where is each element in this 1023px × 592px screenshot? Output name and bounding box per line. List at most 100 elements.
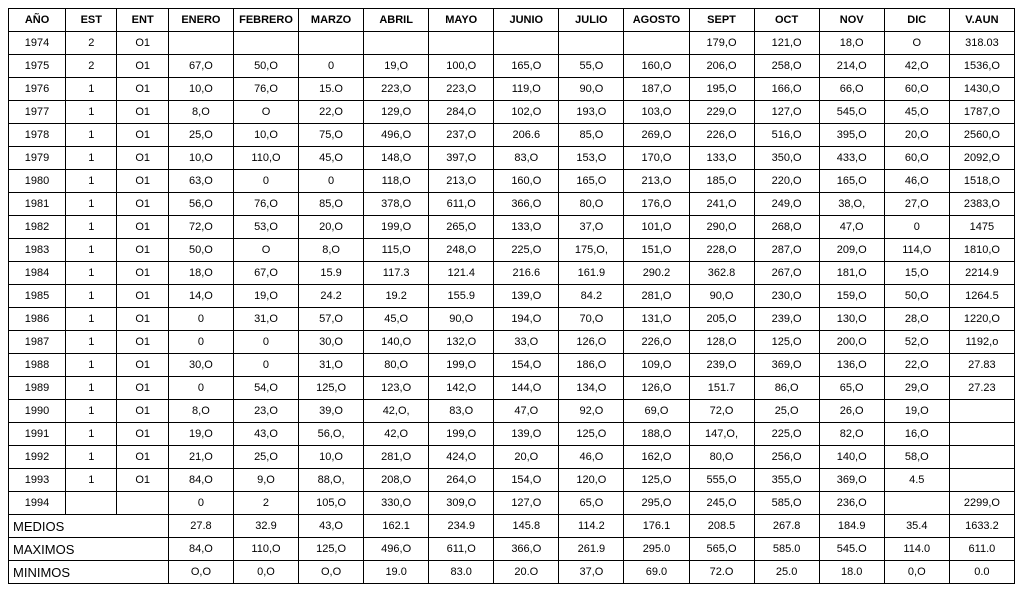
- cell: 10,O: [299, 446, 364, 469]
- cell: 585,O: [754, 492, 819, 515]
- cell: O1: [117, 262, 168, 285]
- summary-cell: O,O: [299, 561, 364, 584]
- cell: 2: [233, 492, 298, 515]
- cell: 318.03: [949, 32, 1014, 55]
- cell: [364, 32, 429, 55]
- cell: 33,O: [494, 331, 559, 354]
- cell: 200,O: [819, 331, 884, 354]
- cell: 256,O: [754, 446, 819, 469]
- col-header: DIC: [884, 9, 949, 32]
- cell: 223,O: [364, 78, 429, 101]
- cell: [117, 492, 168, 515]
- cell: 60,O: [884, 78, 949, 101]
- cell: 22,O: [299, 101, 364, 124]
- cell: 82,O: [819, 423, 884, 446]
- cell: 19,O: [233, 285, 298, 308]
- cell: 9,O: [233, 469, 298, 492]
- cell: 20,O: [494, 446, 559, 469]
- cell: 31,O: [233, 308, 298, 331]
- cell: 1: [66, 170, 117, 193]
- summary-cell: 366,O: [494, 538, 559, 561]
- cell: 26,O: [819, 400, 884, 423]
- cell: 126,O: [624, 377, 689, 400]
- cell: 31,O: [299, 354, 364, 377]
- table-row: 19901O18,O23,O39,O42,O,83,O47,O92,O69,O7…: [9, 400, 1015, 423]
- cell: 76,O: [233, 193, 298, 216]
- cell: 25,O: [168, 124, 233, 147]
- cell: 123,O: [364, 377, 429, 400]
- col-header: ENERO: [168, 9, 233, 32]
- cell: [429, 32, 494, 55]
- cell: 10,O: [168, 147, 233, 170]
- cell: 248,O: [429, 239, 494, 262]
- cell: 166,O: [754, 78, 819, 101]
- cell: 214,O: [819, 55, 884, 78]
- cell: 103,O: [624, 101, 689, 124]
- cell: 20,O: [299, 216, 364, 239]
- col-header: ENT: [117, 9, 168, 32]
- cell: 30,O: [168, 354, 233, 377]
- cell: 39,O: [299, 400, 364, 423]
- summary-cell: 69.0: [624, 561, 689, 584]
- table-row: 19871O10030,O140,O132,O33,O126,O226,O128…: [9, 331, 1015, 354]
- cell: [884, 492, 949, 515]
- cell: 125,O: [754, 331, 819, 354]
- col-header: MARZO: [299, 9, 364, 32]
- cell: 10,O: [233, 124, 298, 147]
- cell: 2: [66, 55, 117, 78]
- cell: 1989: [9, 377, 66, 400]
- cell: 15,O: [884, 262, 949, 285]
- summary-cell: 72.O: [689, 561, 754, 584]
- cell: 110,O: [233, 147, 298, 170]
- col-header: SEPT: [689, 9, 754, 32]
- cell: 209,O: [819, 239, 884, 262]
- cell: 84,O: [168, 469, 233, 492]
- col-header: OCT: [754, 9, 819, 32]
- cell: 25,O: [233, 446, 298, 469]
- cell: 228,O: [689, 239, 754, 262]
- summary-cell: 84,O: [168, 538, 233, 561]
- cell: 128,O: [689, 331, 754, 354]
- cell: 229,O: [689, 101, 754, 124]
- cell: 1975: [9, 55, 66, 78]
- cell: 60,O: [884, 147, 949, 170]
- cell: O1: [117, 193, 168, 216]
- cell: 369,O: [754, 354, 819, 377]
- col-header: V.AUN: [949, 9, 1014, 32]
- summary-cell: 585.0: [754, 538, 819, 561]
- col-header: JULIO: [559, 9, 624, 32]
- cell: 208,O: [364, 469, 429, 492]
- cell: 15.9: [299, 262, 364, 285]
- cell: 1984: [9, 262, 66, 285]
- cell: 223,O: [429, 78, 494, 101]
- cell: 19.2: [364, 285, 429, 308]
- summary-cell: 0,O: [233, 561, 298, 584]
- cell: 76,O: [233, 78, 298, 101]
- cell: 362.8: [689, 262, 754, 285]
- table-row: 19821O172,O53,O20,O199,O265,O133,O37,O10…: [9, 216, 1015, 239]
- cell: 1: [66, 446, 117, 469]
- cell: 1983: [9, 239, 66, 262]
- cell: O1: [117, 446, 168, 469]
- cell: 90,O: [689, 285, 754, 308]
- cell: 56,O: [168, 193, 233, 216]
- cell: 69,O: [624, 400, 689, 423]
- cell: 239,O: [689, 354, 754, 377]
- summary-cell: 496,O: [364, 538, 429, 561]
- cell: 267,O: [754, 262, 819, 285]
- cell: 269,O: [624, 124, 689, 147]
- cell: 38,O,: [819, 193, 884, 216]
- cell: 27.23: [949, 377, 1014, 400]
- cell: 159,O: [819, 285, 884, 308]
- cell: 160,O: [624, 55, 689, 78]
- cell: 1980: [9, 170, 66, 193]
- cell: 84.2: [559, 285, 624, 308]
- cell: 185,O: [689, 170, 754, 193]
- summary-cell: 35.4: [884, 515, 949, 538]
- cell: 225,O: [754, 423, 819, 446]
- cell: 14,O: [168, 285, 233, 308]
- table-row: 19791O110,O110,O45,O148,O397,O83,O153,O1…: [9, 147, 1015, 170]
- table-row: 19851O114,O19,O24.219.2155.9139,O84.2281…: [9, 285, 1015, 308]
- cell: 27,O: [884, 193, 949, 216]
- cell: 80,O: [689, 446, 754, 469]
